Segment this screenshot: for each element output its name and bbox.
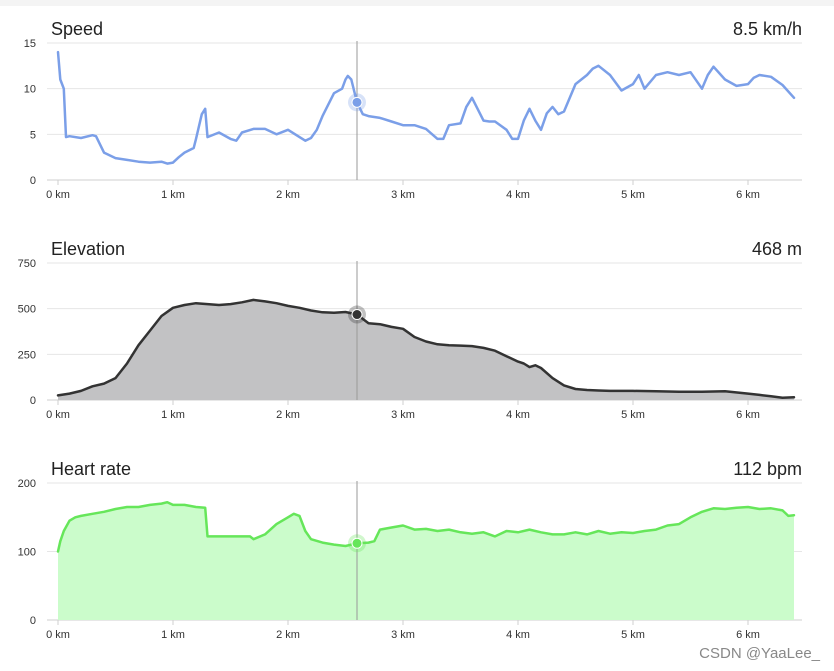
x-tick-label: 4 km [506,629,530,641]
y-tick-label: 250 [18,349,36,361]
panel-current-value: 8.5 km/h [733,19,802,39]
series-line [56,500,796,553]
x-tick-label: 6 km [736,189,760,201]
x-tick-label: 0 km [46,189,70,201]
y-tick-label: 10 [24,84,36,96]
series-line [56,50,796,165]
x-tick-label: 6 km [736,409,760,421]
x-tick-label: 5 km [621,629,645,641]
panel-title: Speed [51,19,103,39]
x-tick-label: 5 km [621,189,645,201]
y-tick-label: 0 [30,615,36,627]
y-tick-label: 0 [30,175,36,187]
y-tick-label: 100 [18,547,36,559]
chart-panel-2: Heart rate 112 bpm 0 100 200 0 km 1 km 2 km 3 km… [18,459,802,641]
y-tick-label: 500 [18,304,36,316]
watermark: CSDN @YaaLee_ [699,645,821,662]
x-tick-label: 2 km [276,189,300,201]
hover-marker [351,537,363,549]
y-tick-label: 200 [18,478,36,490]
x-tick-label: 1 km [161,189,185,201]
x-tick-label: 1 km [161,629,185,641]
y-tick-label: 0 [30,395,36,407]
panel-title: Elevation [51,239,125,259]
x-tick-label: 2 km [276,629,300,641]
x-tick-label: 3 km [391,189,415,201]
panels: Speed 8.5 km/h 0 5 10 15 0 km 1 km 2 km 3 km 4 km 5… [18,19,802,641]
x-tick-label: 5 km [621,409,645,421]
chart-panel-1: Elevation 468 m 0 250 500 750 0 km 1 km 2 km 3 km… [18,239,802,421]
top-edge [0,0,834,6]
x-tick-label: 3 km [391,409,415,421]
x-tick-label: 0 km [46,409,70,421]
x-tick-label: 1 km [161,409,185,421]
panel-title: Heart rate [51,459,131,479]
x-tick-label: 6 km [736,629,760,641]
x-tick-label: 3 km [391,629,415,641]
x-tick-label: 2 km [276,409,300,421]
hover-marker [351,309,363,321]
y-tick-label: 5 [30,129,36,141]
y-tick-label: 15 [24,38,36,50]
y-tick-label: 750 [18,258,36,270]
series-area [58,502,794,620]
series-area [58,299,794,400]
hover-marker [351,96,363,108]
x-tick-label: 4 km [506,189,530,201]
panel-current-value: 112 bpm [733,459,802,479]
x-tick-label: 4 km [506,409,530,421]
x-tick-label: 0 km [46,629,70,641]
chart-panel-0: Speed 8.5 km/h 0 5 10 15 0 km 1 km 2 km 3 km 4 km 5… [24,19,802,201]
series-line [56,298,796,400]
panel-current-value: 468 m [752,239,802,259]
